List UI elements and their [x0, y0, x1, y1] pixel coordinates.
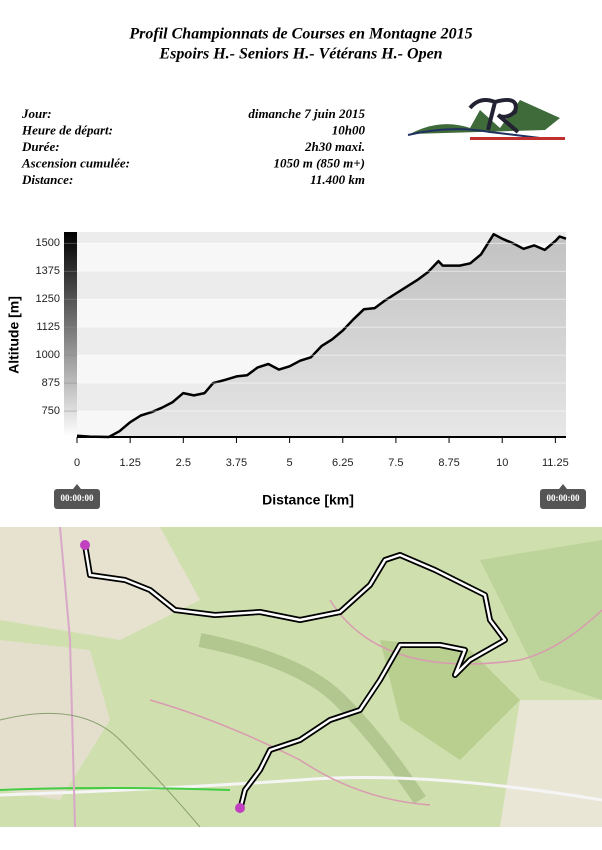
y-tick-label: 1375	[36, 265, 60, 277]
x-tick-label: 2.5	[176, 457, 191, 469]
area-fill	[77, 234, 566, 437]
time-badge	[540, 489, 586, 509]
profile-line	[76, 232, 567, 439]
info-table: Jour: dimanche 7 juin 2015 Heure de départ…	[21, 106, 365, 187]
x-tick-label: 5	[287, 457, 293, 469]
logo	[407, 98, 565, 140]
y-tick-label: 1000	[36, 349, 60, 361]
x-tick-label: 7.5	[388, 457, 403, 469]
x-tick-label: 11.25	[542, 457, 569, 469]
info-label: Durée:	[21, 139, 60, 154]
map	[0, 527, 602, 827]
y-axis-title: Altitude [m]	[6, 296, 22, 374]
info-value: 11.400 km	[310, 172, 365, 187]
info-value: 10h00	[332, 122, 366, 137]
info-label: Distance:	[21, 172, 73, 187]
time-badge-label: 00:00:00	[61, 493, 94, 503]
time-badge	[54, 489, 100, 509]
x-tick-label: 1.25	[119, 457, 140, 469]
y-tick-label: 750	[42, 405, 60, 417]
x-tick-label: 3.75	[226, 457, 247, 469]
info-label: Heure de départ:	[21, 122, 113, 137]
y-tick-label: 875	[42, 377, 60, 389]
x-tick-label: 8.75	[438, 457, 459, 469]
subtitle: Espoirs H.- Seniors H.- Vétérans H.- Ope…	[158, 46, 442, 63]
info-value: 2h30 maxi.	[304, 139, 365, 154]
y-tick-label: 1500	[36, 237, 60, 249]
title: Profil Championnats de Courses en Montag…	[128, 26, 472, 43]
x-tick-label: 0	[74, 457, 80, 469]
time-badge-label: 00:00:00	[547, 493, 580, 503]
info-label: Jour:	[21, 106, 52, 121]
x-axis-title: Distance [km]	[262, 492, 354, 508]
info-value: dimanche 7 juin 2015	[248, 106, 365, 121]
info-label: Ascension cumulée:	[21, 155, 130, 170]
chart: 750 875 1000 1125 1250 1375 1500 0 1.25 2.5 3.75 5 6…	[6, 232, 586, 509]
x-tick-label: 10	[496, 457, 508, 469]
info-value: 1050 m (850 m+)	[273, 155, 365, 170]
time-badge-pointer	[559, 484, 567, 489]
time-badge-pointer	[73, 484, 81, 489]
y-axis-bar	[64, 232, 77, 437]
x-tick-label: 6.25	[332, 457, 353, 469]
y-tick-label: 1125	[36, 321, 60, 333]
y-tick-label: 1250	[36, 293, 60, 305]
